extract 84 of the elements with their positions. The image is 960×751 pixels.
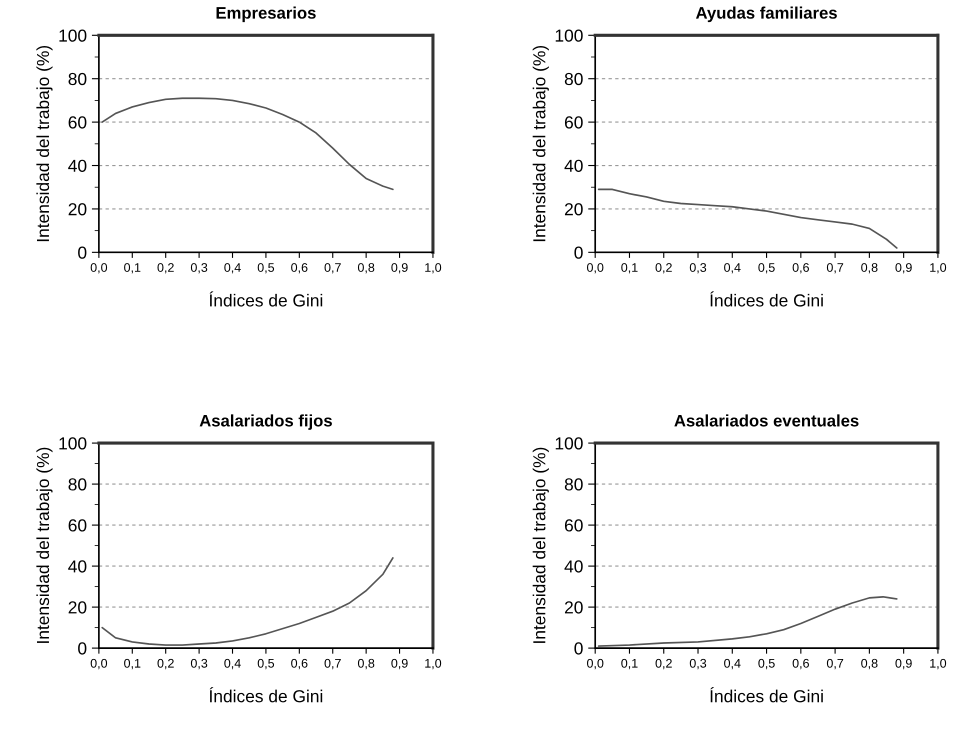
y-tick-label: 40: [564, 560, 583, 573]
x-axis-title: Índices de Gini: [210, 687, 322, 702]
y-tick-label: 20: [564, 601, 583, 614]
x-tick-label: 0,3: [190, 263, 208, 274]
x-tick-label: 1,0: [930, 263, 946, 274]
x-tick-label: 1,0: [425, 263, 442, 274]
x-tick-label: 0,9: [895, 658, 912, 670]
y-tick-label: 80: [68, 478, 86, 491]
x-tick-label: 1,0: [930, 658, 946, 670]
y-tick-label: 60: [68, 519, 86, 532]
x-tick-label: 0,8: [861, 263, 878, 274]
y-tick-label: 40: [68, 560, 86, 573]
y-tick-label: 40: [68, 160, 86, 172]
y-axis-title: Intensidad del trabajo (%): [36, 448, 53, 643]
y-tick-label: 20: [68, 203, 86, 216]
x-tick-label: 0,7: [324, 263, 341, 274]
x-tick-label: 0,6: [792, 658, 809, 670]
y-tick-label: 100: [59, 437, 86, 450]
y-tick-label: 80: [68, 72, 86, 86]
x-tick-label: 0,1: [621, 658, 638, 670]
x-axis-title: Índices de Gini: [710, 291, 823, 307]
y-tick-label: 0: [574, 246, 583, 259]
x-tick-label: 0,6: [291, 263, 308, 274]
x-tick-label: 0,8: [861, 658, 878, 670]
x-tick-label: 0,2: [157, 263, 174, 274]
y-tick-label: 100: [556, 437, 583, 450]
x-tick-label: 0,6: [792, 263, 809, 274]
x-tick-label: 0,6: [291, 658, 308, 670]
y-tick-label: 0: [78, 642, 86, 655]
x-tick-label: 0,5: [758, 263, 775, 274]
y-axis-title: Intensidad del trabajo (%): [532, 448, 549, 643]
x-tick-label: 0,5: [258, 263, 274, 274]
line-series: [598, 596, 898, 647]
x-tick-label: 0,7: [826, 658, 844, 670]
y-tick-label: 80: [564, 72, 583, 86]
y-tick-label: 60: [564, 519, 583, 532]
x-tick-label: 0,3: [190, 658, 208, 670]
y-tick-label: 0: [78, 246, 86, 259]
x-tick-label: 0,3: [690, 263, 706, 274]
x-tick-label: 0,2: [157, 658, 174, 670]
x-tick-label: 0,9: [391, 658, 408, 670]
y-tick-label: 40: [564, 160, 583, 172]
line-series: [598, 188, 898, 249]
x-tick-label: 0,4: [724, 658, 741, 670]
x-tick-label: 0,0: [90, 263, 108, 274]
x-tick-label: 0,7: [826, 263, 844, 274]
x-tick-label: 0,3: [690, 658, 706, 670]
x-tick-label: 0,4: [224, 263, 241, 274]
y-tick-label: 80: [564, 478, 583, 491]
x-tick-label: 0,8: [358, 658, 374, 670]
y-tick-label: 20: [68, 601, 86, 614]
x-axis-title: Índices de Gini: [710, 687, 823, 702]
x-tick-label: 0,0: [90, 658, 108, 670]
x-tick-label: 0,1: [124, 263, 140, 274]
x-tick-label: 0,5: [258, 658, 274, 670]
x-tick-label: 0,1: [124, 658, 140, 670]
y-tick-label: 100: [59, 29, 86, 42]
y-tick-label: 0: [574, 642, 583, 655]
x-tick-label: 0,4: [224, 658, 241, 670]
y-tick-label: 100: [556, 29, 583, 42]
chart-title: Empresarios: [216, 6, 316, 22]
y-tick-label: 60: [68, 116, 86, 129]
line-series: [101, 557, 394, 646]
x-tick-label: 0,1: [621, 263, 638, 274]
y-axis-title: Intensidad del trabajo (%): [36, 46, 53, 242]
x-tick-label: 1,0: [425, 658, 442, 670]
y-axis-title: Intensidad del trabajo (%): [532, 46, 549, 242]
y-tick-label: 60: [564, 116, 583, 129]
y-tick-label: 20: [564, 203, 583, 216]
x-tick-label: 0,4: [724, 263, 741, 274]
x-tick-label: 0,9: [895, 263, 912, 274]
chart-title: Asalariados eventuales: [674, 414, 859, 427]
x-tick-label: 0,7: [324, 658, 341, 670]
chart-title: Asalariados fijos: [200, 414, 332, 430]
x-tick-label: 0,9: [391, 263, 408, 274]
x-tick-label: 0,0: [587, 263, 604, 274]
x-tick-label: 0,8: [358, 263, 374, 274]
x-tick-label: 0,2: [656, 263, 672, 274]
chart-title: Ayudas familiares: [696, 6, 837, 22]
x-axis-title: Índices de Gini: [210, 291, 322, 307]
line-series: [101, 97, 394, 190]
x-tick-label: 0,2: [656, 658, 672, 670]
x-tick-label: 0,0: [587, 658, 604, 670]
x-tick-label: 0,5: [758, 658, 775, 670]
